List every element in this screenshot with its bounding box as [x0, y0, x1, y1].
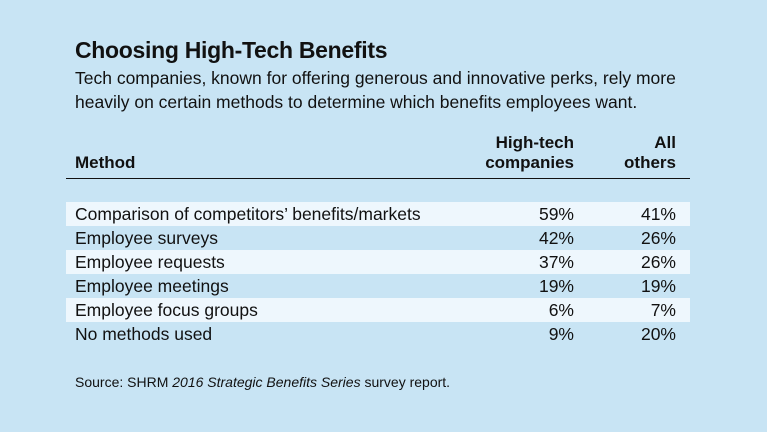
row-method: Employee meetings: [75, 276, 229, 296]
table-row: Employee meetings 19% 19%: [66, 274, 690, 298]
row-method: Comparison of competitors’ benefits/mark…: [75, 204, 421, 224]
table-row: Employee focus groups 6% 7%: [66, 298, 690, 322]
row-high-tech-value: 9%: [548, 324, 574, 344]
header-all-others: All others: [616, 133, 676, 173]
source-prefix: Source: SHRM: [75, 374, 173, 390]
row-method: Employee focus groups: [75, 300, 258, 320]
header-high-tech: High-tech companies: [474, 133, 574, 173]
row-all-others-value: 41%: [640, 204, 676, 224]
row-high-tech-value: 19%: [538, 276, 574, 296]
chart-title: Choosing High-Tech Benefits: [75, 37, 388, 63]
row-method: Employee requests: [75, 252, 225, 272]
row-method: Employee surveys: [75, 228, 218, 248]
header-all-others-line1: All: [654, 133, 676, 152]
row-high-tech-value: 59%: [538, 204, 574, 224]
row-all-others-value: 19%: [640, 276, 676, 296]
row-all-others-value: 7%: [650, 300, 676, 320]
table-row: Employee requests 37% 26%: [66, 250, 690, 274]
source-note: Source: SHRM 2016 Strategic Benefits Ser…: [75, 373, 450, 391]
table-header: Method High-tech companies All others: [66, 133, 690, 179]
benefits-table: Method High-tech companies All others Co…: [66, 133, 690, 346]
header-high-tech-line2: companies: [485, 153, 574, 172]
table-row: Employee surveys 42% 26%: [66, 226, 690, 250]
table-body: Comparison of competitors’ benefits/mark…: [66, 202, 690, 346]
row-high-tech-value: 37%: [538, 252, 574, 272]
table-row: No methods used 9% 20%: [66, 322, 690, 346]
row-all-others-value: 26%: [640, 228, 676, 248]
row-all-others-value: 26%: [640, 252, 676, 272]
header-high-tech-line1: High-tech: [495, 133, 574, 152]
source-suffix: survey report.: [360, 374, 451, 390]
header-all-others-line2: others: [624, 153, 676, 172]
row-high-tech-value: 42%: [538, 228, 574, 248]
row-method: No methods used: [75, 324, 213, 344]
row-all-others-value: 20%: [640, 324, 676, 344]
chart-subtitle: Tech companies, known for offering gener…: [75, 68, 676, 112]
header-method: Method: [75, 153, 136, 172]
table-row: Comparison of competitors’ benefits/mark…: [66, 202, 690, 226]
row-high-tech-value: 6%: [548, 300, 574, 320]
source-report-title: 2016 Strategic Benefits Series: [172, 374, 361, 390]
